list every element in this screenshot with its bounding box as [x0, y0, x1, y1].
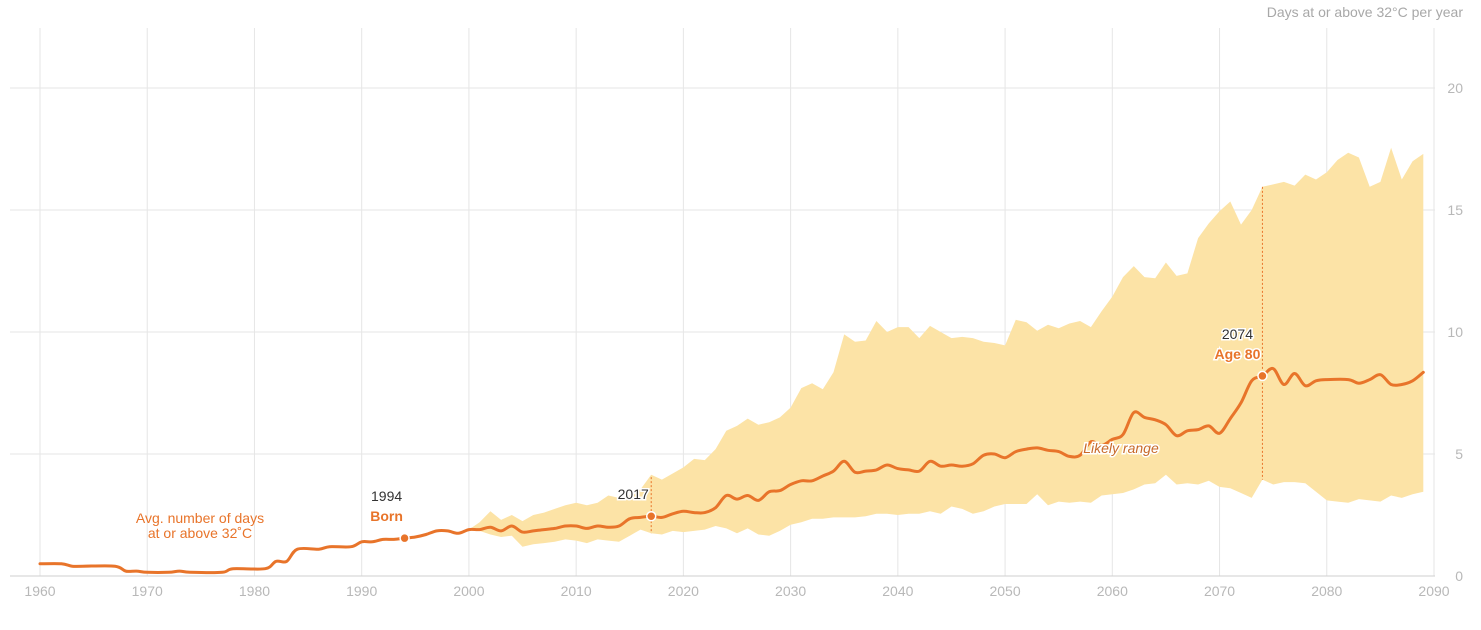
- x-tick-label-2020: 2020: [668, 583, 699, 599]
- x-tick-label-2060: 2060: [1097, 583, 1128, 599]
- annotations: 1994 Born 2017 2074 Age 80: [369, 186, 1268, 544]
- x-tick-label-1990: 1990: [346, 583, 377, 599]
- annotation-marker-1994: [399, 532, 410, 544]
- annotation-year-2017: 2017: [618, 486, 649, 502]
- x-tick-label-2000: 2000: [453, 583, 484, 599]
- annotation-marker-2017: [645, 510, 657, 522]
- x-tick-label-2070: 2070: [1204, 583, 1235, 599]
- axes: 1960 1970 1980 1990 2000 2010 2020 2030 2040 2050…: [10, 80, 1463, 599]
- y-tick-label-20: 20: [1447, 80, 1463, 96]
- likely-range-area: [468, 147, 1424, 547]
- y-tick-label-5: 5: [1455, 446, 1463, 462]
- y-tick-label-15: 15: [1447, 202, 1463, 218]
- unit-label: Days at or above 32°C per year: [1267, 4, 1464, 20]
- annotation-marker-2074: [1257, 370, 1268, 382]
- likely-range-band: [468, 147, 1424, 547]
- x-tick-label-1960: 1960: [24, 583, 55, 599]
- likely-range-label: Likely range: [1083, 440, 1159, 456]
- x-tick-label-2090: 2090: [1418, 583, 1449, 599]
- average-days-line: [38, 366, 1425, 575]
- series-label-line-2: at or above 32˚C: [148, 525, 252, 541]
- x-tick-label-2050: 2050: [989, 583, 1020, 599]
- series-label-line-1: Avg. number of days: [136, 510, 264, 526]
- y-tick-label-10: 10: [1447, 324, 1463, 340]
- x-tick-label-2080: 2080: [1311, 583, 1342, 599]
- x-tick-label-2010: 2010: [561, 583, 592, 599]
- annotation-year-2074: 2074: [1222, 326, 1253, 342]
- annotation-year-1994: 1994: [371, 488, 402, 504]
- x-tick-label-2030: 2030: [775, 583, 806, 599]
- annotation-event-2074: Age 80: [1214, 346, 1260, 362]
- x-tick-label-1980: 1980: [239, 583, 270, 599]
- x-tick-label-1970: 1970: [132, 583, 163, 599]
- annotation-event-1994: Born: [370, 508, 403, 524]
- x-tick-label-2040: 2040: [882, 583, 913, 599]
- y-tick-label-0: 0: [1455, 568, 1463, 584]
- average-days-series-line: [38, 366, 1425, 575]
